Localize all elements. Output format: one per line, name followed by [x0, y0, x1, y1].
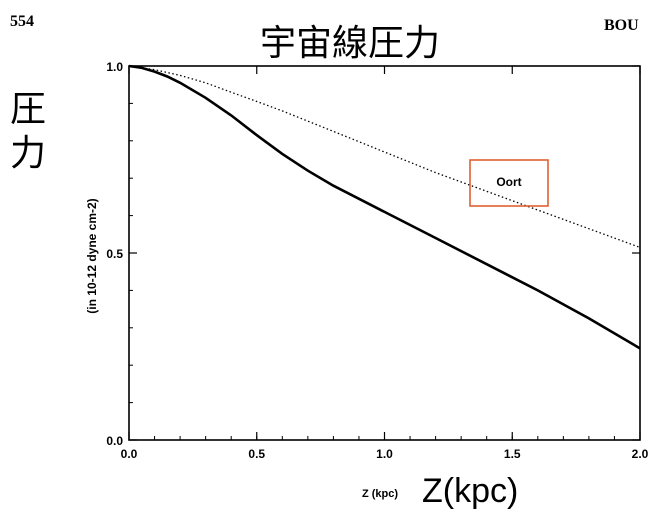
- x-axis: 0.0 0.5 1.0 1.5 2.0: [121, 66, 649, 461]
- x-tick-label: 0.0: [121, 447, 138, 461]
- x-tick-label: 1.5: [504, 447, 521, 461]
- oort-annotation-label: Oort: [496, 175, 521, 189]
- plot-frame: [128, 65, 641, 441]
- y-axis-overlay-label-char-1: 圧: [10, 88, 46, 129]
- x-tick-label: 2.0: [632, 447, 649, 461]
- series-group: [128, 64, 641, 350]
- oort-annotation-box: [469, 159, 549, 207]
- chart-title: 宇宙線圧力: [260, 22, 440, 63]
- y-tick-label: 0.0: [106, 434, 123, 448]
- y-axis-label: (in 10-12 dyne cm-2): [85, 198, 99, 313]
- x-axis-label: Z (kpc): [362, 488, 398, 500]
- y-tick-label: 1.0: [106, 60, 123, 74]
- y-axis: 0.0 0.5 1.0: [106, 60, 640, 448]
- x-tick-label: 1.0: [376, 447, 393, 461]
- y-tick-label: 0.5: [106, 247, 123, 261]
- page-number: 554: [10, 13, 34, 30]
- x-tick-label: 0.5: [248, 447, 265, 461]
- y-axis-overlay-label-char-2: 力: [10, 132, 46, 173]
- running-header: BOU: [604, 17, 639, 34]
- dotted-series-line: [128, 65, 641, 249]
- solid-series-line: [128, 64, 641, 350]
- x-axis-overlay-label: Z(kpc): [422, 472, 518, 510]
